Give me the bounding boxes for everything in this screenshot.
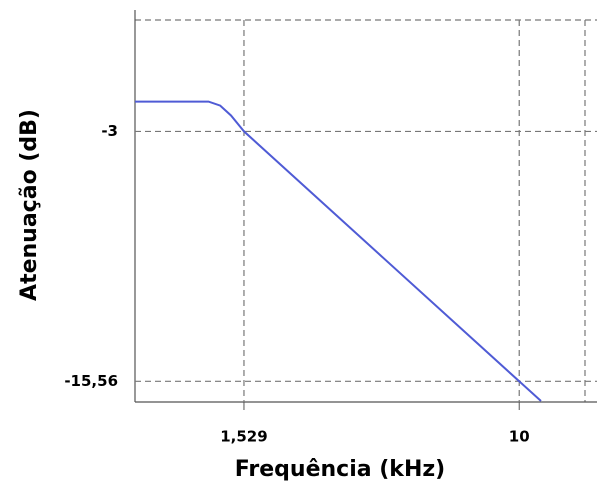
line-series <box>135 100 542 402</box>
x-tick-label: 1,529 <box>220 428 267 446</box>
y-tick-label: -15,56 <box>64 372 118 390</box>
y-axis-title: Atenuação (dB) <box>17 109 42 301</box>
y-tick-label: -3 <box>101 122 118 140</box>
x-tick-label: 10 <box>509 428 530 446</box>
x-axis-title: Frequência (kHz) <box>235 457 445 482</box>
